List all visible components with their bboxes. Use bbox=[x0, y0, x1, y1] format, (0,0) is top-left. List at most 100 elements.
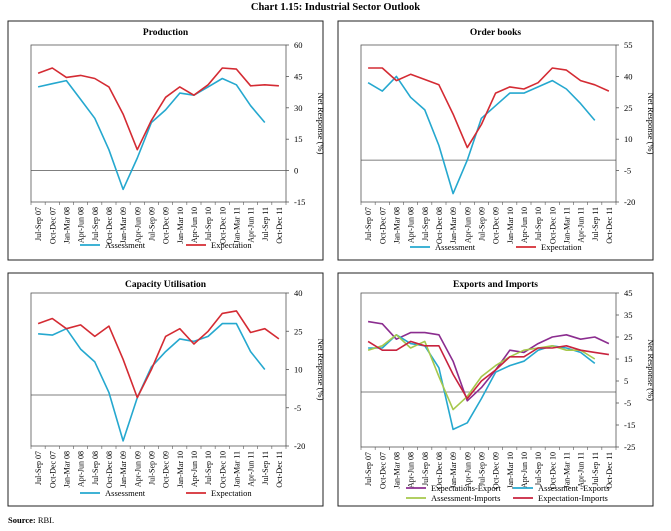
x-tick-label: Jul-Sep 07 bbox=[364, 207, 373, 241]
legend-label: Expectations-Export bbox=[431, 483, 502, 493]
y-tick-label: 40 bbox=[294, 288, 303, 298]
legend-label: Expectation bbox=[211, 488, 252, 498]
series-line-expectation bbox=[37, 310, 280, 399]
x-tick-label: Jan-Mar 09 bbox=[119, 451, 128, 488]
x-tick-label: Apr-Jun 09 bbox=[133, 207, 142, 243]
x-tick-label: Oct-Dec 11 bbox=[275, 451, 284, 488]
y-tick-label: -5 bbox=[294, 403, 301, 413]
x-tick-label: Jul-Sep 07 bbox=[34, 207, 43, 241]
chart-panel-0: Production -15 0 15 30 45 60 Net Response (%) Ju… bbox=[7, 20, 326, 261]
y-tick-label: 25 bbox=[294, 326, 303, 336]
x-tick-label: Jul-Sep 11 bbox=[591, 452, 600, 486]
x-tick-label: Jul-Sep 10 bbox=[204, 207, 213, 241]
x-tick-label: Jul-Sep 10 bbox=[534, 207, 543, 241]
panel-frame bbox=[7, 272, 324, 507]
series-line-expectation bbox=[368, 67, 610, 149]
source-label: Source: bbox=[8, 515, 36, 525]
x-tick-label: Oct-Dec 10 bbox=[218, 451, 227, 488]
x-tick-label: Oct-Dec 08 bbox=[435, 452, 444, 489]
source-note: Source: RBI. bbox=[8, 515, 54, 525]
x-tick-label: Jul-Sep 09 bbox=[477, 452, 486, 486]
y-tick-label: 15 bbox=[294, 134, 303, 144]
x-tick-label: Jul-Sep 08 bbox=[421, 452, 430, 486]
x-tick-label: Jan-Mar 08 bbox=[62, 207, 71, 244]
legend-label: Assessment bbox=[435, 242, 476, 252]
x-tick-label: Apr-Jun 10 bbox=[520, 452, 529, 488]
x-tick-label: Oct-Dec 08 bbox=[435, 207, 444, 244]
y-tick-label: 25 bbox=[624, 332, 633, 342]
y-tick-label: -25 bbox=[624, 442, 635, 452]
chart-title: Order books bbox=[470, 28, 522, 38]
x-tick-label: Jul-Sep 10 bbox=[534, 452, 543, 486]
x-tick-label: Apr-Jun 09 bbox=[463, 452, 472, 488]
x-tick-label: Oct-Dec 10 bbox=[548, 452, 557, 489]
x-tick-label: Oct-Dec 11 bbox=[605, 207, 614, 244]
legend-label: Assessment bbox=[105, 240, 146, 250]
x-tick-label: Apr-Jun 08 bbox=[407, 207, 416, 243]
x-tick-label: Jan-Mar 09 bbox=[449, 452, 458, 489]
y-tick-label: 45 bbox=[624, 288, 633, 298]
x-tick-label: Jan-Mar 09 bbox=[449, 207, 458, 244]
x-tick-label: Apr-Jun 11 bbox=[247, 451, 256, 487]
chart-panel-1: Order books -20 -5 10 25 40 55 Net Response (%)… bbox=[337, 20, 656, 261]
x-tick-label: Oct-Dec 10 bbox=[218, 207, 227, 244]
x-tick-label: Jan-Mar 11 bbox=[232, 451, 241, 487]
y-axis-label: Net Response (%) bbox=[316, 93, 326, 155]
x-tick-label: Apr-Jun 09 bbox=[463, 207, 472, 243]
x-tick-label: Oct-Dec 08 bbox=[105, 451, 114, 488]
x-tick-label: Oct-Dec 07 bbox=[378, 207, 387, 244]
x-tick-label: Oct-Dec 07 bbox=[378, 452, 387, 489]
chart-title: Exports and Imports bbox=[453, 280, 538, 290]
x-tick-label: Jul-Sep 09 bbox=[147, 451, 156, 485]
x-tick-label: Apr-Jun 11 bbox=[577, 452, 586, 488]
x-tick-label: Jan-Mar 11 bbox=[232, 207, 241, 243]
x-tick-label: Jul-Sep 08 bbox=[91, 451, 100, 485]
x-tick-label: Jul-Sep 07 bbox=[364, 452, 373, 486]
y-tick-label: -15 bbox=[624, 420, 635, 430]
legend-label: Assessment-Imports bbox=[431, 493, 500, 503]
x-tick-label: Jan-Mar 11 bbox=[562, 207, 571, 243]
x-tick-label: Jan-Mar 08 bbox=[392, 207, 401, 244]
series-line-assessment bbox=[37, 77, 266, 191]
x-tick-label: Apr-Jun 08 bbox=[77, 207, 86, 243]
x-tick-label: Jan-Mar 10 bbox=[506, 207, 515, 244]
series-line-assessment bbox=[367, 75, 596, 195]
panel-frame bbox=[7, 20, 324, 261]
series-line-expectation-imports bbox=[367, 340, 610, 400]
x-tick-label: Apr-Jun 10 bbox=[520, 207, 529, 243]
series-line-assessment bbox=[38, 322, 266, 442]
y-tick-label: -5 bbox=[624, 166, 631, 176]
x-tick-label: Apr-Jun 08 bbox=[407, 452, 416, 488]
x-tick-label: Jan-Mar 10 bbox=[176, 451, 185, 488]
y-tick-label: -20 bbox=[294, 441, 305, 451]
x-tick-label: Oct-Dec 09 bbox=[492, 452, 501, 489]
x-tick-label: Jan-Mar 08 bbox=[62, 451, 71, 488]
y-tick-label: -5 bbox=[624, 398, 631, 408]
legend-label: Assessment bbox=[105, 488, 146, 498]
x-tick-label: Jul-Sep 09 bbox=[147, 207, 156, 241]
series-line-expectations-export bbox=[367, 320, 610, 402]
x-tick-label: Apr-Jun 10 bbox=[190, 451, 199, 487]
x-tick-label: Jan-Mar 11 bbox=[562, 452, 571, 488]
x-tick-label: Jul-Sep 08 bbox=[91, 207, 100, 241]
x-tick-label: Apr-Jun 09 bbox=[133, 451, 142, 487]
x-tick-label: Apr-Jun 08 bbox=[77, 451, 86, 487]
x-tick-label: Oct-Dec 07 bbox=[48, 451, 57, 488]
x-tick-label: Jul-Sep 09 bbox=[477, 207, 486, 241]
y-tick-label: 25 bbox=[624, 103, 633, 113]
y-tick-label: 0 bbox=[294, 166, 298, 176]
x-tick-label: Oct-Dec 11 bbox=[275, 207, 284, 244]
x-tick-label: Apr-Jun 11 bbox=[577, 207, 586, 243]
y-tick-label: -15 bbox=[294, 197, 305, 207]
x-tick-label: Jul-Sep 07 bbox=[34, 451, 43, 485]
y-tick-label: 35 bbox=[624, 310, 633, 320]
series-line-expectation bbox=[37, 67, 279, 151]
x-tick-label: Jul-Sep 11 bbox=[591, 207, 600, 241]
x-tick-label: Jul-Sep 08 bbox=[421, 207, 430, 241]
x-tick-label: Oct-Dec 09 bbox=[162, 451, 171, 488]
y-axis-label: Net Response (%) bbox=[646, 93, 656, 155]
y-tick-label: 40 bbox=[624, 71, 633, 81]
y-tick-label: 30 bbox=[294, 103, 303, 113]
y-tick-label: 10 bbox=[294, 365, 303, 375]
